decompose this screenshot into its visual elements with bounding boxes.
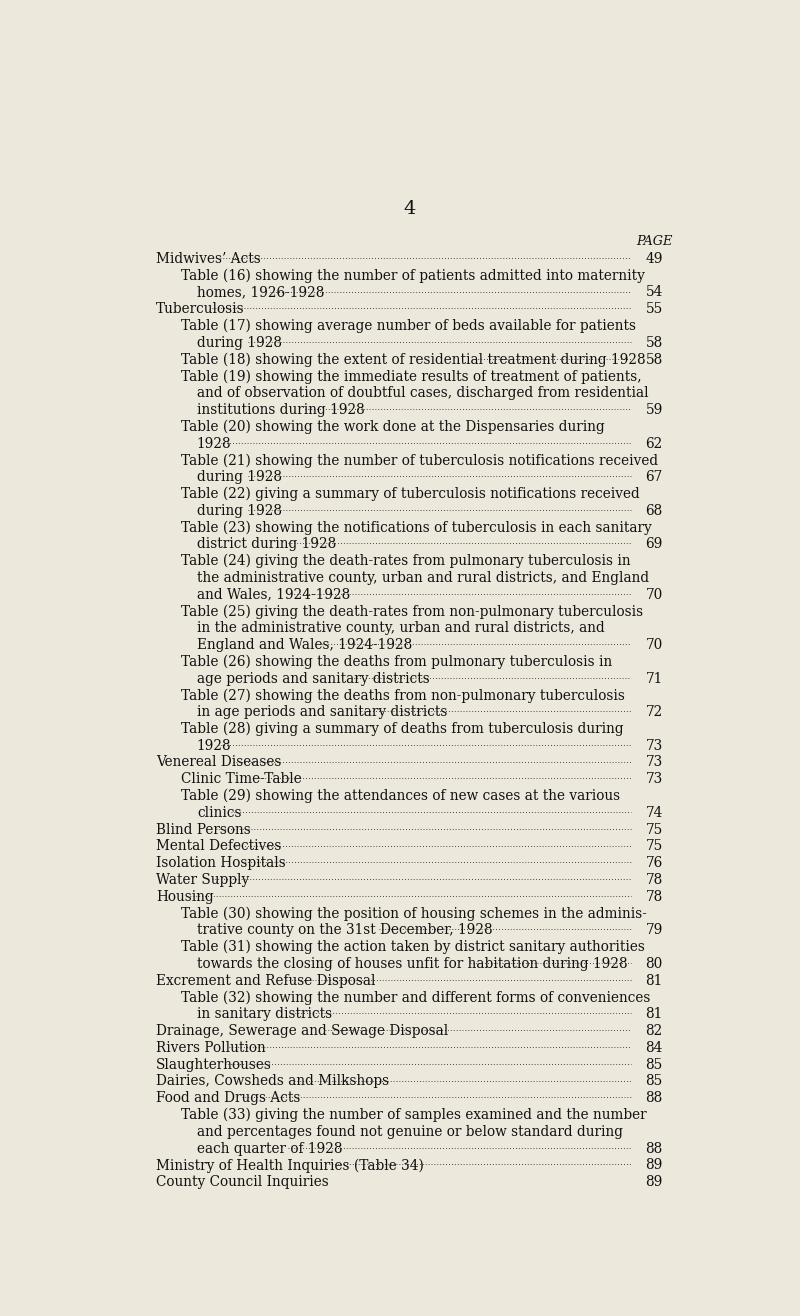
Text: 70: 70 (646, 587, 662, 601)
Text: 4: 4 (404, 200, 416, 218)
Text: 58: 58 (646, 353, 662, 367)
Text: 78: 78 (646, 890, 662, 904)
Text: 55: 55 (646, 303, 662, 316)
Text: 58: 58 (646, 336, 662, 350)
Text: PAGE: PAGE (636, 236, 672, 247)
Text: Table (26) showing the deaths from pulmonary tuberculosis in: Table (26) showing the deaths from pulmo… (182, 655, 613, 669)
Text: Venereal Diseases: Venereal Diseases (156, 755, 281, 770)
Text: 73: 73 (646, 755, 662, 770)
Text: England and Wales, 1924-1928: England and Wales, 1924-1928 (197, 638, 412, 651)
Text: Table (33) giving the number of samples examined and the number: Table (33) giving the number of samples … (182, 1108, 647, 1123)
Text: 74: 74 (646, 805, 663, 820)
Text: Housing: Housing (156, 890, 214, 904)
Text: Clinic Time-Table: Clinic Time-Table (182, 772, 302, 786)
Text: 88: 88 (646, 1091, 662, 1105)
Text: Table (18) showing the extent of residential treatment during 1928: Table (18) showing the extent of residen… (182, 353, 646, 367)
Text: Table (23) showing the notifications of tuberculosis in each sanitary: Table (23) showing the notifications of … (182, 520, 652, 534)
Text: 68: 68 (646, 504, 662, 517)
Text: County Council Inquiries: County Council Inquiries (156, 1175, 329, 1190)
Text: age periods and sanitary districts: age periods and sanitary districts (197, 671, 430, 686)
Text: Ministry of Health Inquiries (Table 34): Ministry of Health Inquiries (Table 34) (156, 1158, 424, 1173)
Text: 73: 73 (646, 772, 662, 786)
Text: during 1928: during 1928 (197, 504, 282, 517)
Text: Table (24) giving the death-rates from pulmonary tuberculosis in: Table (24) giving the death-rates from p… (182, 554, 631, 569)
Text: trative county on the 31st December, 1928: trative county on the 31st December, 192… (197, 924, 493, 937)
Text: 89: 89 (646, 1175, 663, 1190)
Text: and of observation of doubtful cases, discharged from residential: and of observation of doubtful cases, di… (197, 386, 649, 400)
Text: 76: 76 (646, 857, 662, 870)
Text: Table (29) showing the attendances of new cases at the various: Table (29) showing the attendances of ne… (182, 790, 621, 803)
Text: 62: 62 (646, 437, 662, 450)
Text: 54: 54 (646, 286, 663, 300)
Text: Table (19) showing the immediate results of treatment of patients,: Table (19) showing the immediate results… (182, 370, 642, 384)
Text: the administrative county, urban and rural districts, and England: the administrative county, urban and rur… (197, 571, 649, 584)
Text: Food and Drugs Acts: Food and Drugs Acts (156, 1091, 300, 1105)
Text: 73: 73 (646, 738, 662, 753)
Text: Isolation Hospitals: Isolation Hospitals (156, 857, 286, 870)
Text: Rivers Pollution: Rivers Pollution (156, 1041, 266, 1055)
Text: 49: 49 (646, 251, 663, 266)
Text: in age periods and sanitary districts: in age periods and sanitary districts (197, 705, 447, 719)
Text: 78: 78 (646, 873, 662, 887)
Text: each quarter of 1928: each quarter of 1928 (197, 1141, 342, 1155)
Text: Blind Persons: Blind Persons (156, 822, 250, 837)
Text: Dairies, Cowsheds and Milkshops: Dairies, Cowsheds and Milkshops (156, 1074, 389, 1088)
Text: 75: 75 (646, 822, 662, 837)
Text: 75: 75 (646, 840, 662, 853)
Text: district during 1928: district during 1928 (197, 537, 336, 551)
Text: in sanitary districts: in sanitary districts (197, 1007, 332, 1021)
Text: 59: 59 (646, 403, 663, 417)
Text: Table (31) showing the action taken by district sanitary authorities: Table (31) showing the action taken by d… (182, 940, 646, 954)
Text: Table (30) showing the position of housing schemes in the adminis-: Table (30) showing the position of housi… (182, 907, 647, 921)
Text: Excrement and Refuse Disposal: Excrement and Refuse Disposal (156, 974, 375, 987)
Text: in the administrative county, urban and rural districts, and: in the administrative county, urban and … (197, 621, 605, 636)
Text: Water Supply: Water Supply (156, 873, 249, 887)
Text: Table (25) giving the death-rates from non-pulmonary tuberculosis: Table (25) giving the death-rates from n… (182, 604, 643, 619)
Text: and percentages found not genuine or below standard during: and percentages found not genuine or bel… (197, 1125, 623, 1138)
Text: and Wales, 1924-1928: and Wales, 1924-1928 (197, 587, 350, 601)
Text: institutions during 1928: institutions during 1928 (197, 403, 365, 417)
Text: homes, 1926-1928: homes, 1926-1928 (197, 286, 324, 300)
Text: Table (16) showing the number of patients admitted into maternity: Table (16) showing the number of patient… (182, 268, 646, 283)
Text: 81: 81 (646, 974, 662, 987)
Text: 88: 88 (646, 1141, 662, 1155)
Text: towards the closing of houses unfit for habitation during 1928: towards the closing of houses unfit for … (197, 957, 627, 971)
Text: 80: 80 (646, 957, 662, 971)
Text: during 1928: during 1928 (197, 336, 282, 350)
Text: 84: 84 (646, 1041, 663, 1055)
Text: during 1928: during 1928 (197, 470, 282, 484)
Text: 67: 67 (646, 470, 662, 484)
Text: 81: 81 (646, 1007, 662, 1021)
Text: 82: 82 (646, 1024, 662, 1038)
Text: 85: 85 (646, 1074, 662, 1088)
Text: 85: 85 (646, 1058, 662, 1071)
Text: Table (21) showing the number of tuberculosis notifications received: Table (21) showing the number of tubercu… (182, 453, 658, 467)
Text: 1928: 1928 (197, 738, 231, 753)
Text: Table (32) showing the number and different forms of conveniences: Table (32) showing the number and differ… (182, 991, 650, 1005)
Text: Mental Defectives: Mental Defectives (156, 840, 281, 853)
Text: 69: 69 (646, 537, 663, 551)
Text: Table (20) showing the work done at the Dispensaries during: Table (20) showing the work done at the … (182, 420, 605, 434)
Text: Table (17) showing average number of beds available for patients: Table (17) showing average number of bed… (182, 318, 636, 333)
Text: 72: 72 (646, 705, 662, 719)
Text: 70: 70 (646, 638, 662, 651)
Text: Table (27) showing the deaths from non-pulmonary tuberculosis: Table (27) showing the deaths from non-p… (182, 688, 626, 703)
Text: 89: 89 (646, 1158, 663, 1173)
Text: 71: 71 (646, 671, 662, 686)
Text: 1928: 1928 (197, 437, 231, 450)
Text: Tuberculosis: Tuberculosis (156, 303, 245, 316)
Text: Table (22) giving a summary of tuberculosis notifications received: Table (22) giving a summary of tuberculo… (182, 487, 640, 501)
Text: Drainage, Sewerage and Sewage Disposal: Drainage, Sewerage and Sewage Disposal (156, 1024, 448, 1038)
Text: Slaughterhouses: Slaughterhouses (156, 1058, 272, 1071)
Text: Midwives’ Acts: Midwives’ Acts (156, 251, 261, 266)
Text: 79: 79 (646, 924, 663, 937)
Text: Table (28) giving a summary of deaths from tuberculosis during: Table (28) giving a summary of deaths fr… (182, 722, 624, 736)
Text: clinics: clinics (197, 805, 242, 820)
